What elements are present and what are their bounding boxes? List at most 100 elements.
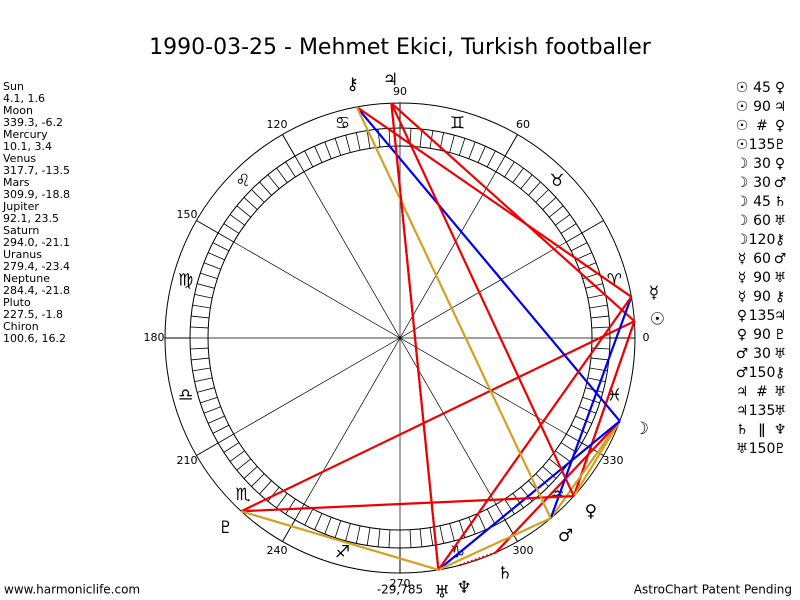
sign-divider xyxy=(504,134,518,157)
hatch xyxy=(276,167,288,183)
hatch xyxy=(560,223,577,234)
hatch xyxy=(345,523,351,541)
hatch xyxy=(542,197,557,210)
aspect-type: 45 xyxy=(753,80,771,96)
aspect-planet: ☿ xyxy=(738,289,747,305)
hatch xyxy=(304,508,314,526)
hatch xyxy=(587,293,606,299)
hatch xyxy=(267,174,280,190)
hatch xyxy=(229,214,245,226)
hatch xyxy=(449,135,455,153)
planet-glyph: ♄ xyxy=(497,564,512,584)
sign-glyph: ♈ xyxy=(607,271,622,291)
sign-glyph: ♐ xyxy=(335,542,350,562)
degree-label: 270 xyxy=(390,577,411,590)
hatch xyxy=(207,415,225,424)
footer-site: www.harmoniclife.com xyxy=(4,583,140,597)
aspect-type: 90 xyxy=(753,99,771,115)
hatch xyxy=(251,189,265,203)
hatch xyxy=(477,145,486,163)
planet-glyph: ♅ xyxy=(435,583,450,600)
aspect-planet: ☉ xyxy=(736,118,749,134)
hatch xyxy=(590,357,609,361)
hatch xyxy=(345,135,351,153)
planet-position: 317.7, -13.5 xyxy=(3,164,70,177)
hatch xyxy=(419,528,423,547)
degree-label: 300 xyxy=(513,544,534,557)
hatch xyxy=(512,493,524,509)
hatch xyxy=(520,174,533,190)
hatch xyxy=(366,527,371,546)
planet-glyph: ☿ xyxy=(649,283,659,303)
hatch xyxy=(194,293,213,299)
aspect-planet: ☽ xyxy=(736,194,749,210)
planet-name: Uranus xyxy=(3,248,42,261)
hatch xyxy=(212,242,230,252)
aspect-planet: ♅ xyxy=(774,213,787,229)
degree-label: 60 xyxy=(516,118,530,131)
hatch xyxy=(243,466,258,479)
hatch xyxy=(192,304,211,309)
sign-glyph: ♍ xyxy=(178,271,193,291)
planet-position: 100.6, 16.2 xyxy=(3,332,66,345)
sign-divider xyxy=(282,519,296,542)
aspect-planet: ♀ xyxy=(737,308,747,324)
hatch xyxy=(555,214,571,226)
aspect-type: 30 xyxy=(753,156,771,172)
degree-label: 0 xyxy=(643,331,650,344)
aspect-type: 90 xyxy=(753,327,771,343)
hatch xyxy=(589,304,608,309)
aspect-line xyxy=(240,320,635,513)
sign-divider xyxy=(581,220,604,234)
aspect-planet: ♂ xyxy=(774,175,787,191)
aspect-planet: ♅ xyxy=(774,384,787,400)
hatch xyxy=(236,205,252,218)
aspect-type: 135 xyxy=(749,403,776,419)
aspect-planet: ☉ xyxy=(736,99,749,115)
hatch xyxy=(217,433,234,444)
aspect-type: 90 xyxy=(753,270,771,286)
aspect-type: 150 xyxy=(749,365,776,381)
hatch xyxy=(334,138,342,156)
hatch xyxy=(504,161,515,178)
degree-label: 240 xyxy=(267,544,288,557)
sign-divider xyxy=(196,220,219,234)
hatch xyxy=(285,161,296,178)
planet-glyph: ♆ xyxy=(457,578,472,598)
hatch xyxy=(468,141,476,159)
planet-name: Mercury xyxy=(3,128,48,141)
planet-name: Neptune xyxy=(3,272,50,285)
degree-label: 180 xyxy=(144,331,165,344)
aspect-line xyxy=(572,320,636,497)
planet-position: 309.9, -18.8 xyxy=(3,188,70,201)
planet-name: Venus xyxy=(3,152,36,165)
planet-position: 227.5, -1.8 xyxy=(3,308,63,321)
hatch xyxy=(212,424,230,434)
hatch xyxy=(495,155,506,172)
hatch xyxy=(377,528,381,547)
aspect-planet: ♇ xyxy=(774,327,787,343)
hatch xyxy=(194,377,213,383)
aspect-line xyxy=(390,102,575,497)
hatch xyxy=(579,406,597,414)
planet-glyph: ♇ xyxy=(218,518,233,538)
hatch xyxy=(486,508,496,526)
aspect-planet: ☉ xyxy=(736,80,749,96)
aspect-planet: ☉ xyxy=(736,137,749,153)
degree-label: 150 xyxy=(176,208,197,221)
aspect-type: 90 xyxy=(753,289,771,305)
hatch xyxy=(267,486,280,502)
aspect-line xyxy=(458,551,496,567)
hatch xyxy=(203,262,221,270)
aspect-planet: ♂ xyxy=(736,346,749,362)
planet-glyph: ☉ xyxy=(650,310,665,330)
hatch xyxy=(223,442,240,453)
hatch xyxy=(582,396,600,404)
aspect-planet: ♂ xyxy=(774,251,787,267)
planet-glyph: ♀ xyxy=(585,502,597,522)
hatch xyxy=(566,232,583,243)
hatch xyxy=(504,498,515,515)
aspect-planet: ♅ xyxy=(774,403,787,419)
sign-divider xyxy=(196,442,219,456)
hatch xyxy=(388,529,391,548)
